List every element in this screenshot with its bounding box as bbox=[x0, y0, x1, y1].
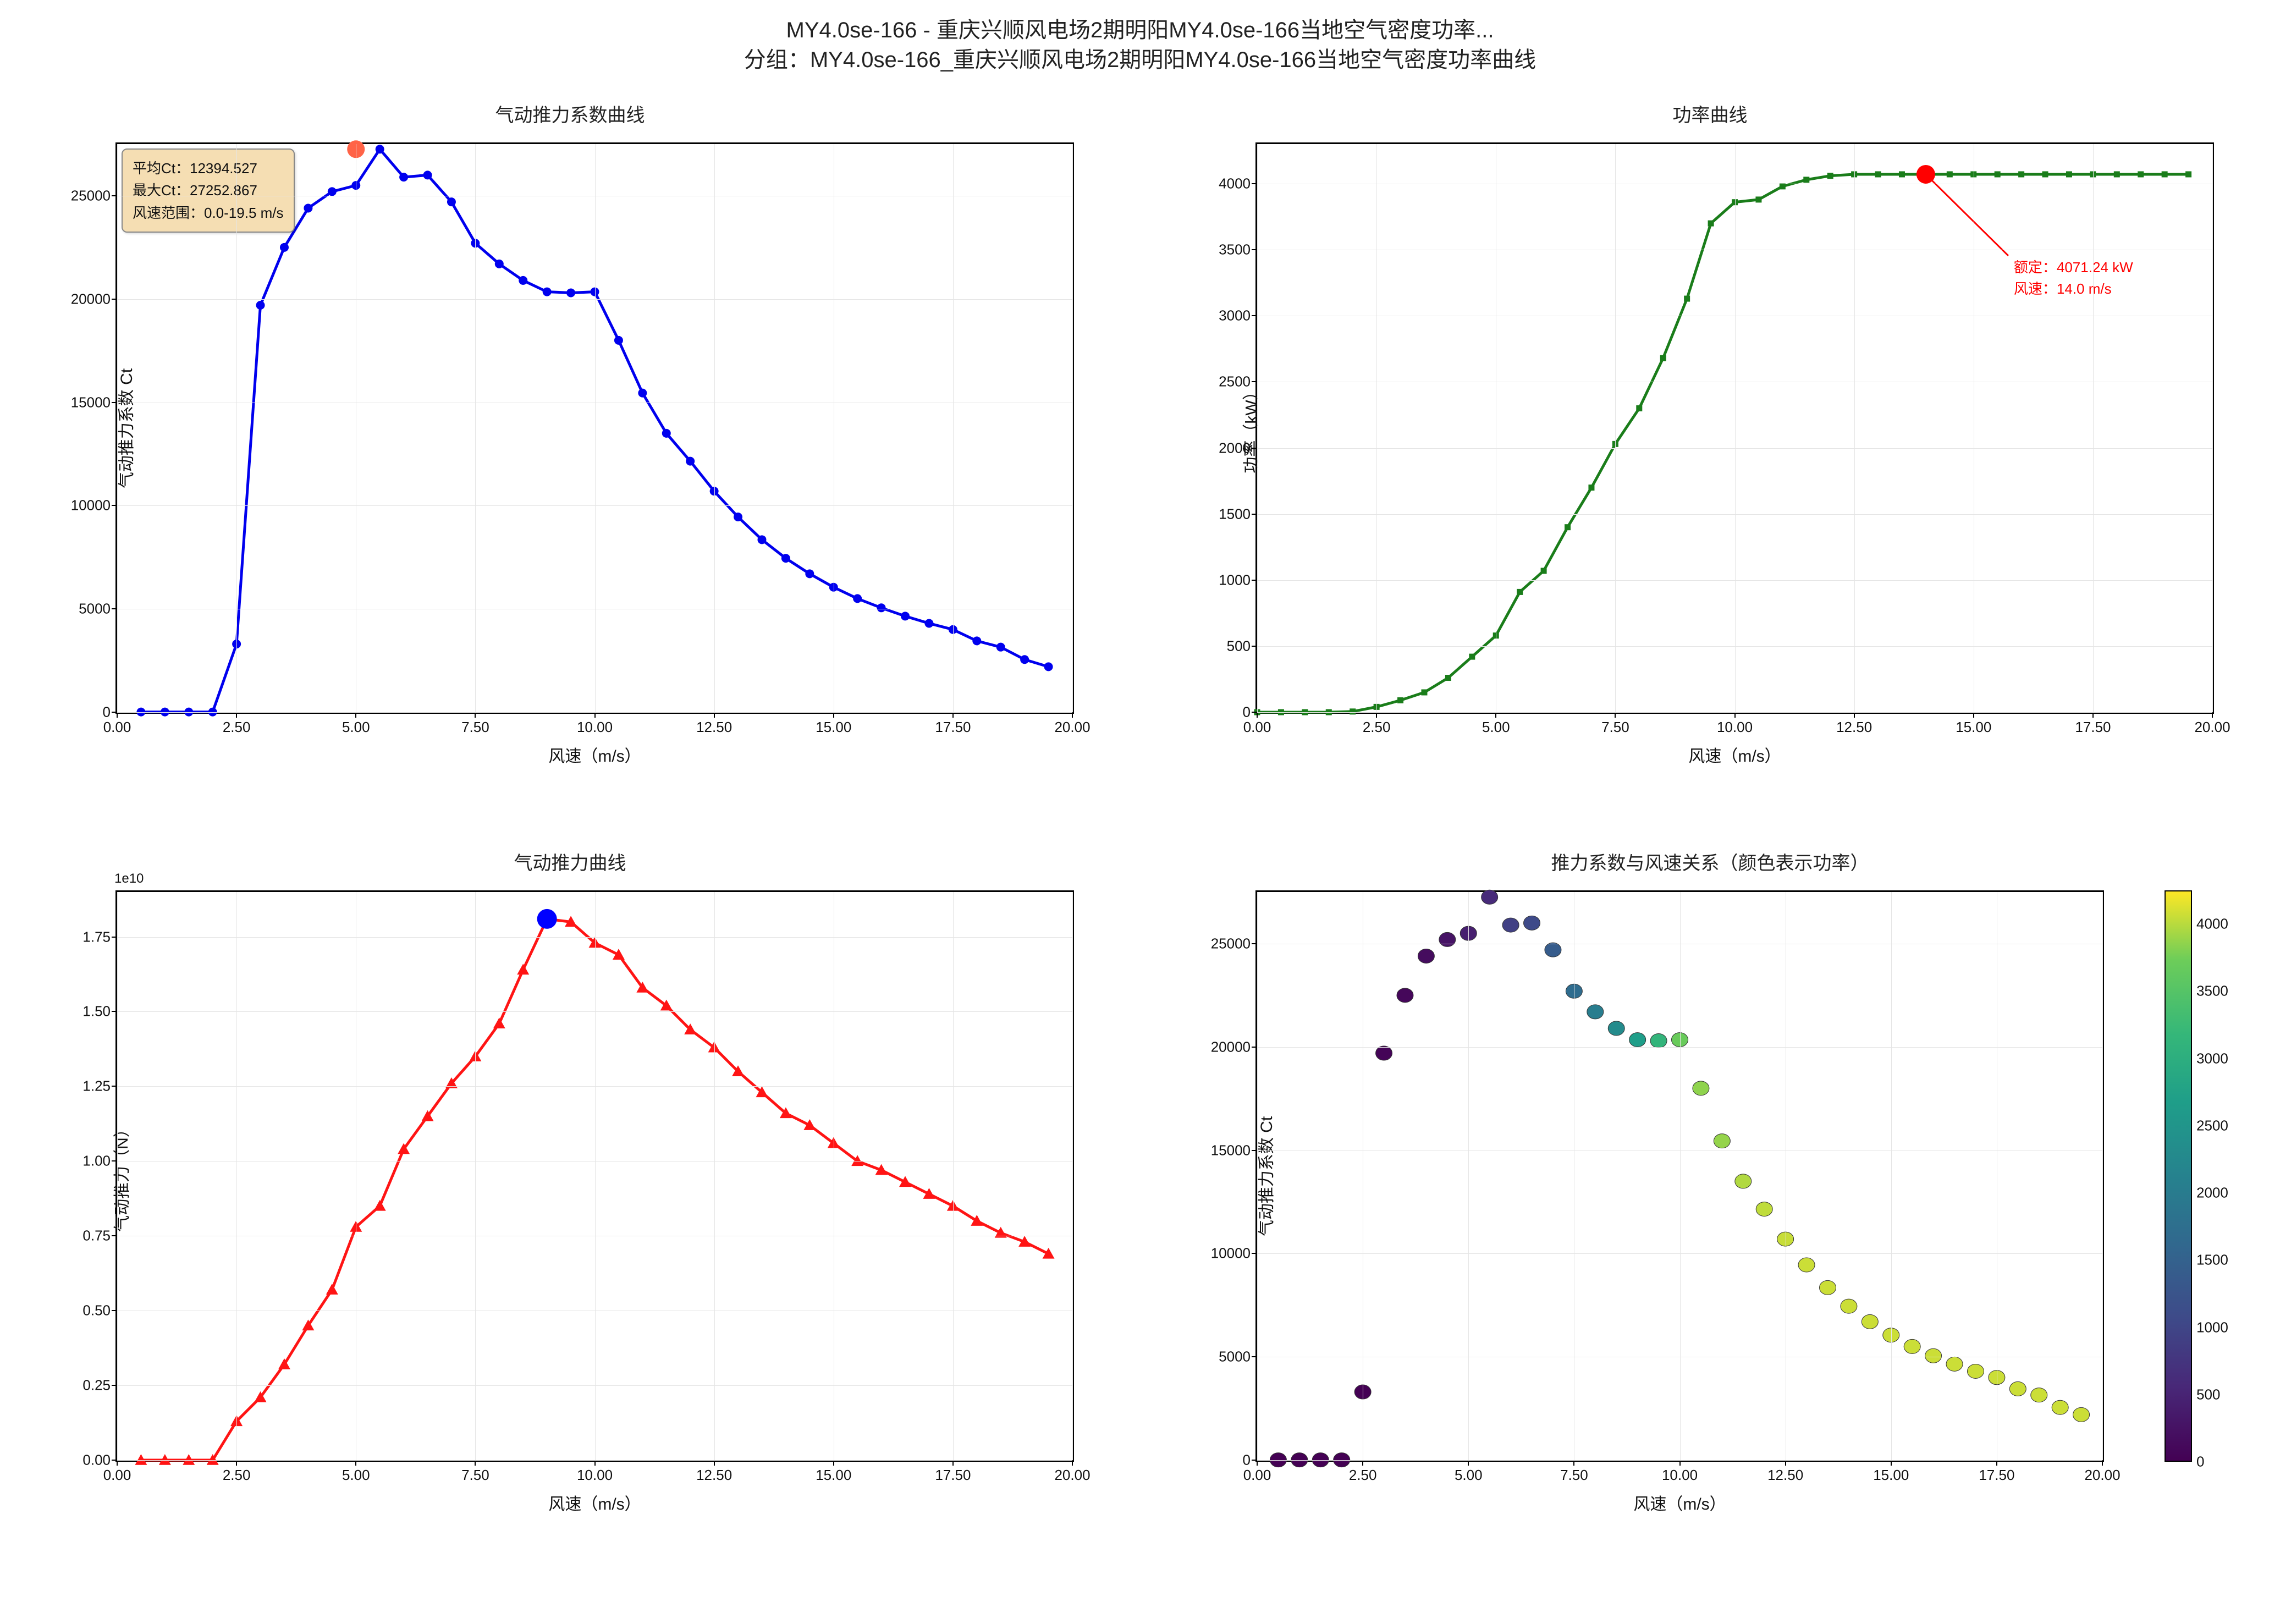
panel-thrust-curve: 气动推力曲线 1e10 气动推力（N） 风速（m/s） 0.00 2.50 5.00… bbox=[0, 826, 1140, 1574]
panel1-annotation-line1: 平均Ct：12394.527 bbox=[133, 157, 284, 179]
panel3-chart-area[interactable]: 1e10 气动推力（N） 风速（m/s） 0.00 2.50 5.00 7.50 10.… bbox=[33, 885, 1107, 1522]
panel4-chart-area[interactable]: 气动推力系数 Ct 风速（m/s） 0.00 2.50 5.00 7.50 10.00 1… bbox=[1173, 885, 2247, 1522]
panel1-annotation-line2: 最大Ct：27252.867 bbox=[133, 179, 284, 201]
panel2-annotation-text: 额定：4071.24 kW 风速：14.0 m/s bbox=[2014, 257, 2133, 300]
colorbar-tick-label: 3500 bbox=[2196, 983, 2228, 1000]
panel-ct-curve: 气动推力系数曲线 气动推力系数 Ct 风速（m/s） 平均Ct：12394.52… bbox=[0, 78, 1140, 826]
colorbar-tick-label: 3000 bbox=[2196, 1050, 2228, 1067]
panel2-chart-area[interactable]: 功率（kW） 风速（m/s） 额定：4071.24 kW 风速：14.0 m/s… bbox=[1173, 137, 2247, 774]
panel2-annotation-line1: 额定：4071.24 kW bbox=[2014, 257, 2133, 278]
panel4-title: 推力系数与风速关系（颜色表示功率） bbox=[1173, 848, 2247, 875]
panel1-annotation-box: 平均Ct：12394.527 最大Ct：27252.867 风速范围：0.0-1… bbox=[122, 148, 295, 233]
chart-grid: 气动推力系数曲线 气动推力系数 Ct 风速（m/s） 平均Ct：12394.52… bbox=[0, 78, 2280, 1574]
panel2-annotation-line2: 风速：14.0 m/s bbox=[2014, 278, 2133, 300]
panel1-annotation-line3: 风速范围：0.0-19.5 m/s bbox=[133, 202, 284, 224]
panel3-plot-box[interactable]: 1e10 气动推力（N） 风速（m/s） 0.00 2.50 5.00 7.50 10.… bbox=[115, 890, 1074, 1462]
colorbar-tick-label: 0 bbox=[2196, 1454, 2204, 1471]
colorbar-tick-label: 4000 bbox=[2196, 916, 2228, 933]
title-block: MY4.0se-166 - 重庆兴顺风电场2期明阳MY4.0se-166当地空气… bbox=[0, 0, 2280, 78]
colorbar-tick-label: 1000 bbox=[2196, 1319, 2228, 1336]
main-title: MY4.0se-166 - 重庆兴顺风电场2期明阳MY4.0se-166当地空气… bbox=[0, 15, 2280, 45]
panel4-xlabel: 风速（m/s） bbox=[1633, 1490, 1726, 1515]
panel3-exp-label: 1e10 bbox=[114, 871, 144, 887]
panel3-xlabel: 风速（m/s） bbox=[548, 1490, 641, 1515]
colorbar-tick-label: 1500 bbox=[2196, 1252, 2228, 1269]
panel-power-curve: 功率曲线 功率（kW） 风速（m/s） 额定：4071.24 kW 风速：14.… bbox=[1140, 78, 2280, 826]
colorbar-tick-label: 2000 bbox=[2196, 1185, 2228, 1202]
panel2-xlabel: 风速（m/s） bbox=[1688, 742, 1781, 767]
panel3-title: 气动推力曲线 bbox=[33, 848, 1107, 875]
panel1-xlabel: 风速（m/s） bbox=[548, 742, 641, 767]
colorbar-gradient bbox=[2165, 890, 2192, 1462]
dashboard-page: MY4.0se-166 - 重庆兴顺风电场2期明阳MY4.0se-166当地空气… bbox=[0, 0, 2280, 1624]
panel1-title: 气动推力系数曲线 bbox=[33, 100, 1107, 127]
panel-scatter-colored: 推力系数与风速关系（颜色表示功率） 气动推力系数 Ct 风速（m/s） 0.00… bbox=[1140, 826, 2280, 1574]
panel4-plot-box[interactable]: 气动推力系数 Ct 风速（m/s） 0.00 2.50 5.00 7.50 10.00 1… bbox=[1255, 890, 2104, 1462]
colorbar-tick-label: 2500 bbox=[2196, 1117, 2228, 1134]
panel1-plot-box[interactable]: 气动推力系数 Ct 风速（m/s） 平均Ct：12394.527 最大Ct：27… bbox=[115, 142, 1074, 714]
panel1-chart-area[interactable]: 气动推力系数 Ct 风速（m/s） 平均Ct：12394.527 最大Ct：27… bbox=[33, 137, 1107, 774]
colorbar-tick-label: 500 bbox=[2196, 1386, 2220, 1403]
panel2-plot-box[interactable]: 功率（kW） 风速（m/s） 额定：4071.24 kW 风速：14.0 m/s… bbox=[1255, 142, 2214, 714]
panel2-title: 功率曲线 bbox=[1173, 100, 2247, 127]
sub-title: 分组：MY4.0se-166_重庆兴顺风电场2期明阳MY4.0se-166当地空… bbox=[0, 45, 2280, 75]
